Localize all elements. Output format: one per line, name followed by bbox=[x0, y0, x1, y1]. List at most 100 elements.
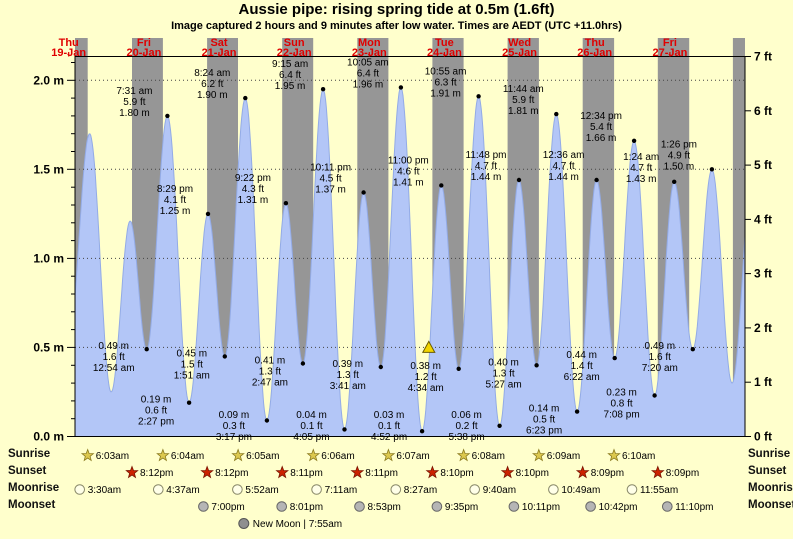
day-label-date: 22-Jan bbox=[277, 47, 312, 59]
high-tide-point bbox=[205, 211, 211, 217]
high-tide-point bbox=[165, 113, 170, 119]
moonset-row-label-left: Moonset bbox=[8, 499, 56, 511]
high-tide-annotation: 1:26 pm 4.9 ft 1.50 m bbox=[661, 139, 697, 172]
sunset-star-icon bbox=[275, 465, 289, 479]
moonrise-row-label-left: Moonrise bbox=[8, 482, 60, 494]
high-tide-annotation: 8:24 am 6.2 ft 1.90 m bbox=[194, 68, 230, 101]
moonrise-circle-icon bbox=[390, 484, 402, 495]
moonrise-circle-icon bbox=[74, 484, 85, 495]
moonset-circle-icon bbox=[276, 501, 288, 512]
y-axis-right-label: 3 ft bbox=[754, 267, 772, 281]
sunset-row-label-right: Sunset bbox=[748, 465, 787, 477]
low-tide-annotation: 0.04 m 0.1 ft 4:05 pm bbox=[293, 410, 329, 443]
page-title: Aussie pipe: rising spring tide at 0.5m … bbox=[238, 1, 555, 18]
day-label-date: 21-Jan bbox=[202, 47, 237, 59]
sunset-star-icon bbox=[575, 465, 590, 479]
sunset-star-icon bbox=[500, 465, 515, 479]
high-tide-point bbox=[476, 94, 481, 99]
y-axis-right-label: 1 ft bbox=[754, 375, 772, 389]
low-tide-annotation: 0.23 m 0.8 ft 7:08 pm bbox=[604, 388, 640, 421]
low-tide-annotation: 0.44 m 1.4 ft 6:22 am bbox=[564, 350, 600, 383]
high-tide-point bbox=[554, 111, 559, 117]
high-tide-point bbox=[516, 177, 522, 183]
moonrise-circle-icon bbox=[626, 484, 638, 495]
low-tide-point bbox=[144, 347, 149, 352]
day-label-dow: Thu bbox=[59, 37, 79, 49]
sunrise-time: 6:08am bbox=[472, 451, 505, 462]
y-axis-right-label: 2 ft bbox=[754, 321, 772, 335]
moonrise-time: 3:30am bbox=[88, 485, 121, 496]
high-tide-annotation: 7:31 am 5.9 ft 1.80 m bbox=[116, 86, 152, 119]
day-label-dow: Sun bbox=[284, 37, 305, 49]
tide-curve-area bbox=[75, 87, 745, 437]
sunset-time: 8:11pm bbox=[290, 468, 323, 479]
moonset-circle-icon bbox=[585, 501, 596, 512]
day-label-date: 23-Jan bbox=[352, 47, 387, 59]
sunset-star-icon bbox=[125, 465, 139, 479]
day-label-dow: Fri bbox=[137, 37, 151, 49]
sunrise-star-icon bbox=[381, 448, 396, 462]
plot-border bbox=[74, 56, 746, 437]
y-axis-left-label: 1.0 m bbox=[33, 251, 64, 265]
day-label-date: 27-Jan bbox=[652, 47, 687, 59]
moonset-time: 10:42pm bbox=[599, 502, 638, 513]
low-tide-annotation: 0.39 m 1.3 ft 3:41 am bbox=[330, 359, 366, 392]
low-tide-point bbox=[342, 427, 347, 432]
y-axis-right-label: 7 ft bbox=[754, 50, 772, 64]
day-label-date: 25-Jan bbox=[502, 47, 537, 59]
y-axis-left-label: 2.0 m bbox=[33, 73, 64, 87]
low-tide-annotation: 0.49 m 1.6 ft 7:20 am bbox=[642, 341, 678, 374]
sunrise-time: 6:06am bbox=[321, 451, 354, 462]
low-tide-annotation: 0.49 m 1.6 ft 12:54 am bbox=[93, 341, 135, 374]
moonrise-circle-icon bbox=[469, 484, 481, 495]
moonrise-circle-icon bbox=[232, 484, 243, 495]
low-tide-point bbox=[574, 409, 580, 414]
high-tide-point bbox=[439, 183, 444, 188]
moonrise-row-label-right: Moonrise bbox=[748, 482, 793, 494]
low-tide-point bbox=[612, 355, 617, 361]
high-tide-annotation: 9:22 pm 4.3 ft 1.31 m bbox=[235, 173, 271, 206]
sunrise-time: 6:04am bbox=[171, 451, 204, 462]
sunset-time: 8:11pm bbox=[365, 468, 398, 479]
moonset-time: 8:01pm bbox=[290, 502, 323, 513]
day-label-dow: Thu bbox=[585, 37, 605, 49]
moonrise-circle-icon bbox=[311, 484, 322, 495]
day-label-dow: Sat bbox=[210, 37, 227, 49]
moonrise-circle-icon bbox=[548, 484, 559, 495]
moonrise-time: 9:40am bbox=[483, 485, 516, 496]
sunset-row-label-left: Sunset bbox=[8, 465, 47, 477]
low-tide-annotation: 0.14 m 0.5 ft 6:23 pm bbox=[526, 404, 562, 437]
sunset-time: 8:09pm bbox=[666, 468, 699, 479]
high-tide-point bbox=[398, 85, 404, 90]
moonset-circle-icon bbox=[431, 501, 443, 512]
high-tide-point bbox=[243, 95, 248, 101]
sunrise-row-label-left: Sunrise bbox=[8, 448, 51, 460]
current-tide-marker bbox=[421, 340, 436, 353]
moonset-time: 10:11pm bbox=[522, 502, 560, 513]
low-tide-annotation: 0.41 m 1.3 ft 2:47 am bbox=[252, 356, 288, 389]
low-tide-annotation: 0.45 m 1.5 ft 1:51 am bbox=[174, 348, 210, 381]
sunset-star-icon bbox=[425, 465, 440, 479]
sunrise-time: 6:05am bbox=[246, 451, 279, 462]
moonset-time: 8:53pm bbox=[368, 502, 401, 513]
sunset-time: 8:12pm bbox=[140, 468, 173, 479]
low-tide-point bbox=[652, 393, 657, 398]
high-tide-annotation: 8:29 pm 4.1 ft 1.25 m bbox=[157, 184, 193, 217]
low-tide-point bbox=[497, 423, 502, 428]
low-tide-annotation: 0.06 m 0.2 ft 5:38 pm bbox=[449, 410, 485, 443]
moonrise-time: 5:52am bbox=[245, 485, 278, 496]
sunrise-star-icon bbox=[607, 448, 621, 462]
high-tide-annotation: 12:34 pm 5.4 ft 1.66 m bbox=[580, 111, 622, 144]
high-tide-annotation: 12:36 am 4.7 ft 1.44 m bbox=[543, 150, 585, 183]
sunset-time: 8:10pm bbox=[440, 468, 473, 479]
day-label-dow: Mon bbox=[358, 37, 381, 49]
high-tide-annotation: 11:44 am 5.9 ft 1.81 m bbox=[503, 84, 544, 117]
high-tide-point bbox=[283, 201, 289, 206]
y-axis-left-label: 0.0 m bbox=[33, 430, 64, 444]
sunrise-time: 6:09am bbox=[547, 451, 580, 462]
high-tide-point bbox=[361, 190, 366, 195]
new-moon-text: New Moon | 7:55am bbox=[253, 519, 342, 530]
moonset-circle-icon bbox=[508, 501, 520, 512]
sunset-star-icon bbox=[200, 465, 214, 479]
moonset-time: 11:10pm bbox=[675, 502, 713, 513]
